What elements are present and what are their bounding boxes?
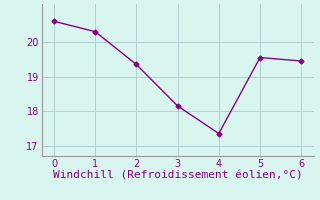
X-axis label: Windchill (Refroidissement éolien,°C): Windchill (Refroidissement éolien,°C): [53, 170, 302, 180]
